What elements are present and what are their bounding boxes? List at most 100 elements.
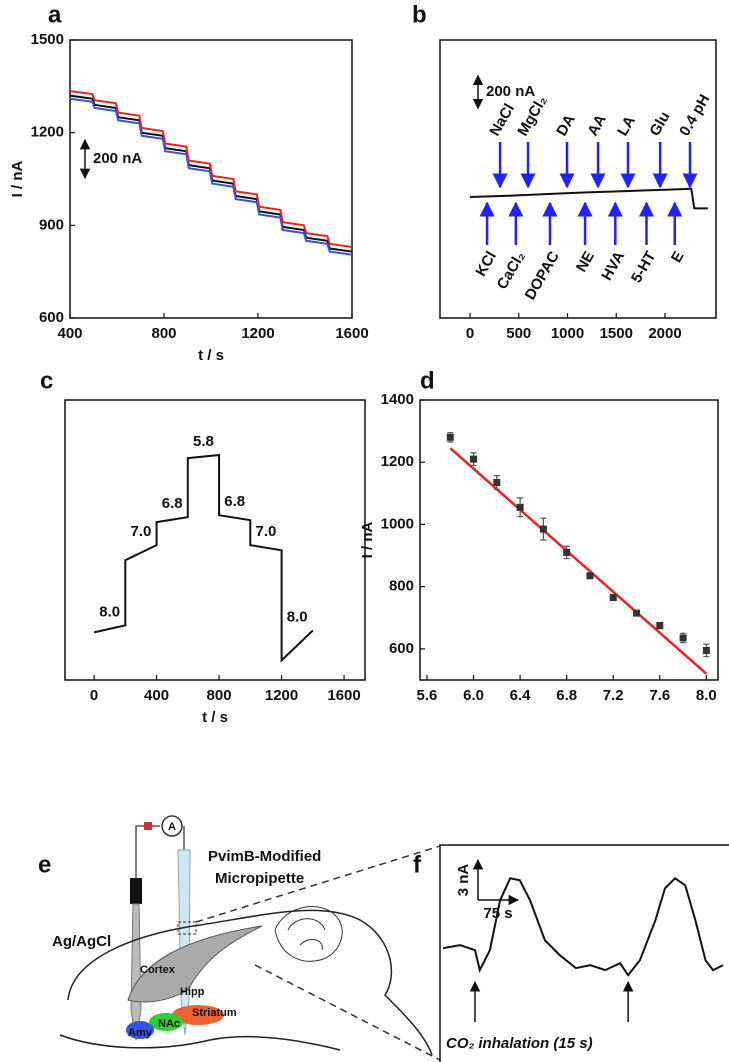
y-axis-label: I / nA <box>359 522 376 559</box>
resistor <box>144 822 152 830</box>
x-axis-label: t / s <box>198 347 224 364</box>
x-tick-label: 7.2 <box>603 687 624 704</box>
y-tick-label: 1000 <box>381 515 414 532</box>
x-tick-label: 0 <box>90 687 98 704</box>
panel-label: a <box>48 1 62 28</box>
frame <box>419 399 719 681</box>
plateau-label: 8.0 <box>287 608 308 625</box>
y-tick-label: 600 <box>389 640 414 657</box>
annotation: CO₂ inhalation (15 s) <box>446 1035 593 1052</box>
x-tick-label: 1200 <box>265 687 298 704</box>
x-tick-label: 0 <box>466 325 474 342</box>
point <box>446 433 454 441</box>
point <box>702 646 710 654</box>
electrode-body <box>130 878 142 904</box>
y-tick-label: 1500 <box>31 31 64 48</box>
plateau-label: 8.0 <box>99 603 120 620</box>
x-tick-label: 7.6 <box>649 687 670 704</box>
x-tick-label: 1600 <box>327 687 360 704</box>
fit-line <box>449 447 708 675</box>
plateau-label: 7.0 <box>256 523 277 540</box>
point <box>679 634 687 642</box>
point <box>470 455 478 463</box>
data-line <box>69 97 353 256</box>
region-label: NAc <box>158 1018 180 1030</box>
point <box>493 478 501 486</box>
striatum <box>172 1005 224 1025</box>
plateau-label: 5.8 <box>193 433 214 450</box>
frame <box>64 399 366 681</box>
event-label: DA <box>553 112 579 139</box>
brain-outline <box>59 909 433 1056</box>
wire <box>135 825 185 905</box>
frame <box>69 39 353 319</box>
event-label: CaCl₂ <box>494 248 529 292</box>
panel-label: c <box>40 367 53 394</box>
x-tick-label: 2000 <box>648 325 681 342</box>
plateau-label: 6.8 <box>162 495 183 512</box>
trace <box>442 877 724 977</box>
x-tick-label: 8.0 <box>696 687 717 704</box>
point <box>633 609 641 617</box>
panel-label: e <box>38 851 51 878</box>
data-line <box>69 90 353 248</box>
x-tick-label: 1500 <box>600 325 633 342</box>
panel-e: e A PvimB-Modified Micropipette Ag/AgCl … <box>38 815 441 1061</box>
y-tick-label: 1200 <box>381 453 414 470</box>
x-tick-label: 6.0 <box>463 687 484 704</box>
x-tick-label: 500 <box>506 325 531 342</box>
panel-label: b <box>412 1 427 28</box>
y-tick-label: 1200 <box>31 124 64 141</box>
event-label: LA <box>614 113 639 139</box>
event-label: HVA <box>598 248 628 283</box>
point <box>516 503 524 511</box>
frame <box>439 844 729 1062</box>
event-label: NE <box>573 248 598 275</box>
y-tick-label: 1400 <box>381 391 414 408</box>
x-tick-label: 6.4 <box>510 687 532 704</box>
y-tick-label: 600 <box>39 309 64 326</box>
x-axis-label: t / s <box>202 709 228 726</box>
point <box>609 594 617 602</box>
x-tick-label: 6.8 <box>556 687 577 704</box>
pipette-label: Micropipette <box>215 870 304 887</box>
y-axis-label: I / nA <box>9 161 26 198</box>
event-label: 0.4 pH <box>676 91 713 138</box>
x-tick-label: 1200 <box>241 325 274 342</box>
event-label: Glu <box>646 109 673 139</box>
x-tick-label: 800 <box>151 325 176 342</box>
meter <box>161 815 183 837</box>
scale-label: 3 nA <box>455 864 472 897</box>
x-tick-label: 800 <box>207 687 232 704</box>
reference-label: Ag/AgCl <box>52 933 111 950</box>
point <box>563 548 571 556</box>
event-label: AA <box>584 112 610 139</box>
event-label: KCl <box>472 248 500 279</box>
meter-label: A <box>168 821 176 833</box>
scale-label: 200 nA <box>93 150 142 167</box>
region-label: Cortex <box>140 964 176 976</box>
region-label: Hipp <box>180 986 205 998</box>
scale-label: 200 nA <box>486 83 535 100</box>
y-tick-label: 800 <box>389 578 414 595</box>
amy <box>126 1021 154 1039</box>
trace <box>93 453 314 663</box>
x-tick-label: 400 <box>57 325 82 342</box>
frame <box>439 39 717 319</box>
x-tick-label: 5.6 <box>417 687 438 704</box>
plateau-label: 7.0 <box>131 523 152 540</box>
region-label: Amy <box>128 1027 153 1039</box>
x-tick-label: 1600 <box>335 325 368 342</box>
point <box>586 572 594 580</box>
cerebellum <box>274 906 343 962</box>
region-label: Striatum <box>192 1007 237 1019</box>
event-label: 5-HT <box>628 248 659 285</box>
nac <box>149 1013 183 1031</box>
pipette-label: PvimB-Modified <box>208 848 321 865</box>
time-label: 75 s <box>483 905 512 922</box>
event-label: E <box>668 248 688 265</box>
x-tick-label: 1000 <box>551 325 584 342</box>
point <box>656 622 664 630</box>
plateau-label: 6.8 <box>224 493 245 510</box>
